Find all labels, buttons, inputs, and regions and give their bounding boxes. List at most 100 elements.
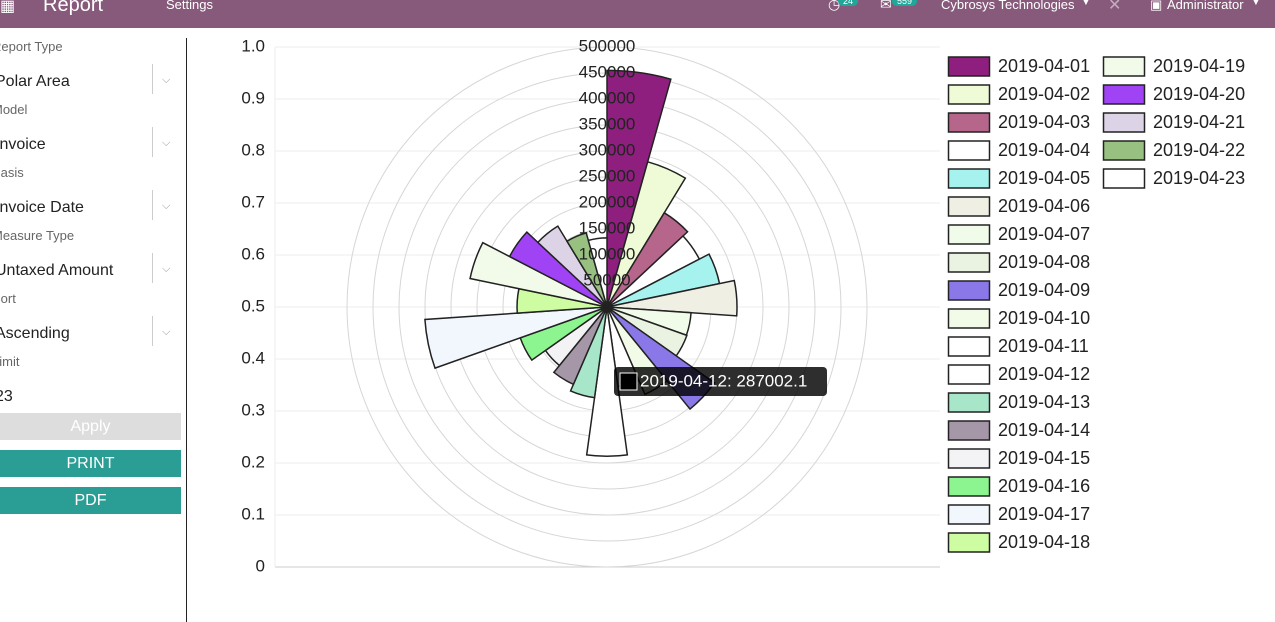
company-switch[interactable]: Cybrosys Technologies — [941, 0, 1075, 12]
activity-badge: 24 — [838, 0, 859, 6]
polar-sector — [552, 306, 608, 386]
legend-label: 2019-04-08 — [998, 252, 1090, 272]
field-label: Report Type — [0, 39, 63, 54]
y-tick-label: 1.0 — [241, 36, 265, 55]
tooltip-swatch — [619, 372, 638, 391]
polar-sector — [469, 241, 608, 308]
legend-swatch — [947, 140, 991, 161]
tooltip-text: 2019-04-12: 287002.1 — [640, 371, 807, 390]
legend-swatch — [1102, 56, 1146, 77]
radial-grid — [580, 280, 634, 334]
legend-swatch — [1102, 84, 1146, 105]
field-label: Measure Type — [0, 228, 75, 243]
y-tick-label: 0.7 — [241, 192, 265, 211]
button[interactable]: Apply — [0, 413, 181, 440]
y-tick-label: 0.5 — [241, 296, 265, 315]
select-divider — [152, 190, 153, 220]
menu-item[interactable]: Settings — [166, 0, 213, 12]
polar-sector — [587, 237, 608, 308]
polar-sector — [606, 253, 721, 308]
polar-sector — [544, 306, 608, 367]
y-tick-label: 0.2 — [241, 452, 265, 471]
polar-sector — [508, 231, 608, 308]
field-label: Model — [0, 102, 28, 117]
polar-sector — [606, 306, 692, 337]
radial-tick-label: 450000 — [579, 62, 636, 81]
radial-grid — [528, 228, 686, 386]
legend-label: 2019-04-17 — [998, 504, 1090, 524]
polar-sector — [519, 306, 608, 362]
radial-grid — [554, 254, 660, 360]
legend-swatch — [947, 364, 991, 385]
legend-swatch — [1102, 168, 1146, 189]
polar-sector — [424, 306, 608, 370]
radial-tick-label: 300000 — [579, 140, 636, 159]
field-label: Limit — [0, 354, 20, 369]
apps-icon[interactable]: ▦ — [0, 0, 16, 15]
y-tick-label: 0.1 — [241, 504, 265, 523]
legend-swatch — [947, 280, 991, 301]
field-value[interactable]: Invoice Date — [0, 199, 84, 216]
button[interactable]: PRINT — [0, 450, 181, 477]
field-label: Basis — [0, 165, 24, 180]
user-menu[interactable]: Administrator — [1167, 0, 1244, 12]
legend-label: 2019-04-14 — [998, 420, 1090, 440]
user-icon: ▣ — [1150, 0, 1163, 12]
legend-label: 2019-04-06 — [998, 196, 1090, 216]
field-label: Sort — [0, 291, 16, 306]
field-value[interactable]: Polar Area — [0, 73, 70, 90]
radial-tick-label: 50000 — [583, 270, 630, 289]
radial-grid — [372, 72, 842, 542]
divider — [186, 38, 187, 622]
legend-label: 2019-04-07 — [998, 224, 1090, 244]
legend-label: 2019-04-09 — [998, 280, 1090, 300]
select-divider — [152, 253, 153, 283]
legend-label: 2019-04-11 — [998, 336, 1089, 356]
message-badge: 559 — [892, 0, 918, 6]
caret: ▼ — [1251, 0, 1261, 8]
polar-sector — [606, 306, 669, 396]
select-arrow: ⌵ — [162, 326, 171, 338]
radial-tick-label: 100000 — [579, 244, 636, 263]
legend-label: 2019-04-18 — [998, 532, 1090, 552]
legend-label: 2019-04-10 — [998, 308, 1090, 328]
legend-swatch — [947, 308, 991, 329]
polar-sector — [516, 287, 608, 314]
select-divider — [152, 316, 153, 346]
legend-label: 2019-04-16 — [998, 476, 1090, 496]
radial-grid — [424, 124, 790, 490]
legend-label: 2019-04-13 — [998, 392, 1090, 412]
radial-tick-label: 500000 — [579, 36, 636, 55]
legend-swatch — [947, 504, 991, 525]
legend-swatch — [947, 448, 991, 469]
legend-swatch — [1102, 112, 1146, 133]
message-icon[interactable]: ✉ — [880, 0, 892, 12]
legend-swatch — [947, 392, 991, 413]
select-divider — [152, 127, 153, 157]
legend-label: 2019-04-20 — [1153, 84, 1245, 104]
y-tick-label: 0.4 — [241, 348, 265, 367]
polar-sector — [606, 160, 687, 308]
legend-swatch — [947, 532, 991, 553]
select-arrow: ⌵ — [162, 200, 171, 212]
legend-swatch — [947, 112, 991, 133]
legend-label: 2019-04-01 — [998, 56, 1090, 76]
button[interactable]: PDF — [0, 487, 181, 514]
legend-swatch — [947, 252, 991, 273]
field-value[interactable]: Untaxed Amount — [0, 262, 114, 279]
field-value[interactable]: Ascending — [0, 325, 70, 342]
radial-tick-label: 250000 — [579, 166, 636, 185]
polar-sector — [606, 306, 716, 411]
polar-sector — [606, 211, 689, 308]
radial-tick-label: 200000 — [579, 192, 636, 211]
polar-sector — [606, 306, 688, 357]
debug-icon[interactable]: ✕ — [1108, 0, 1122, 14]
field-value[interactable]: Invoice — [0, 136, 46, 153]
y-tick-label: 0.8 — [241, 140, 265, 159]
activity-icon[interactable]: ◷ — [828, 0, 841, 12]
select-arrow: ⌵ — [162, 74, 171, 86]
legend-label: 2019-04-12 — [998, 364, 1090, 384]
select-arrow: ⌵ — [162, 137, 171, 149]
